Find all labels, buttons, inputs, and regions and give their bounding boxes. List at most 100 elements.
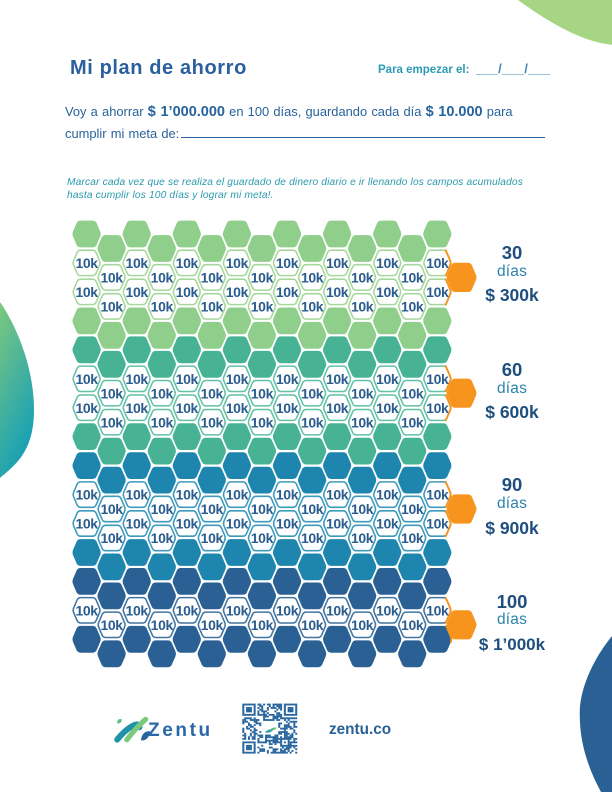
svg-text:10k: 10k [201,299,224,315]
svg-text:10k: 10k [75,516,98,532]
svg-text:10k: 10k [301,385,324,401]
svg-text:10k: 10k [251,414,274,430]
svg-text:10k: 10k [75,400,98,416]
svg-text:10k: 10k [176,371,199,387]
svg-text:10k: 10k [176,400,199,416]
svg-text:10k: 10k [276,487,299,503]
svg-text:10k: 10k [376,284,399,300]
svg-text:10k: 10k [251,299,274,315]
svg-text:10k: 10k [176,284,199,300]
svg-text:10k: 10k [376,487,399,503]
svg-text:10k: 10k [75,371,98,387]
svg-text:10k: 10k [201,617,224,633]
svg-text:10k: 10k [351,530,374,546]
svg-text:10k: 10k [251,385,274,401]
svg-text:10k: 10k [351,299,374,315]
svg-text:10k: 10k [251,270,274,286]
svg-text:10k: 10k [226,371,249,387]
svg-text:10k: 10k [426,284,449,300]
svg-text:10k: 10k [426,487,449,503]
svg-text:10k: 10k [151,501,174,517]
svg-text:10k: 10k [276,284,299,300]
svg-text:10k: 10k [226,400,249,416]
svg-text:10k: 10k [301,617,324,633]
svg-text:10k: 10k [100,530,123,546]
svg-text:10k: 10k [301,530,324,546]
svg-text:10k: 10k [276,255,299,271]
svg-text:10k: 10k [301,299,324,315]
svg-text:10k: 10k [326,255,349,271]
svg-text:10k: 10k [100,385,123,401]
svg-text:10k: 10k [326,487,349,503]
svg-text:10k: 10k [100,270,123,286]
svg-text:10k: 10k [251,530,274,546]
svg-text:10k: 10k [376,255,399,271]
svg-text:10k: 10k [100,501,123,517]
svg-text:10k: 10k [151,414,174,430]
svg-text:10k: 10k [401,299,424,315]
svg-text:10k: 10k [301,501,324,517]
svg-text:10k: 10k [376,400,399,416]
svg-text:10k: 10k [75,487,98,503]
svg-text:10k: 10k [75,284,98,300]
svg-text:10k: 10k [201,270,224,286]
svg-text:10k: 10k [326,400,349,416]
svg-text:10k: 10k [100,414,123,430]
svg-text:10k: 10k [351,385,374,401]
svg-text:10k: 10k [100,299,123,315]
svg-text:10k: 10k [376,516,399,532]
svg-text:10k: 10k [226,487,249,503]
svg-text:10k: 10k [401,530,424,546]
svg-text:10k: 10k [126,516,149,532]
svg-text:10k: 10k [401,617,424,633]
svg-text:10k: 10k [326,516,349,532]
svg-text:10k: 10k [276,371,299,387]
svg-text:10k: 10k [176,516,199,532]
svg-text:10k: 10k [151,385,174,401]
svg-text:10k: 10k [401,501,424,517]
svg-text:10k: 10k [176,487,199,503]
svg-text:10k: 10k [75,602,98,618]
svg-text:10k: 10k [251,501,274,517]
svg-text:10k: 10k [401,385,424,401]
svg-text:10k: 10k [126,284,149,300]
svg-text:10k: 10k [276,602,299,618]
svg-text:10k: 10k [100,617,123,633]
svg-text:10k: 10k [75,255,98,271]
svg-text:10k: 10k [401,414,424,430]
svg-text:10k: 10k [176,602,199,618]
svg-text:10k: 10k [226,602,249,618]
svg-text:10k: 10k [276,400,299,416]
svg-text:10k: 10k [426,516,449,532]
svg-text:10k: 10k [126,371,149,387]
svg-text:10k: 10k [151,617,174,633]
svg-text:10k: 10k [301,270,324,286]
svg-text:10k: 10k [401,270,424,286]
svg-text:10k: 10k [351,501,374,517]
svg-text:10k: 10k [126,602,149,618]
svg-text:10k: 10k [276,516,299,532]
svg-text:10k: 10k [426,400,449,416]
svg-text:10k: 10k [201,414,224,430]
svg-text:10k: 10k [326,284,349,300]
svg-text:10k: 10k [426,602,449,618]
svg-text:10k: 10k [126,255,149,271]
svg-text:10k: 10k [351,617,374,633]
svg-text:10k: 10k [251,617,274,633]
svg-text:10k: 10k [151,530,174,546]
svg-text:10k: 10k [201,530,224,546]
svg-text:10k: 10k [426,371,449,387]
svg-text:10k: 10k [426,255,449,271]
svg-text:10k: 10k [151,299,174,315]
svg-text:10k: 10k [226,284,249,300]
svg-text:10k: 10k [226,255,249,271]
svg-text:10k: 10k [351,414,374,430]
svg-text:10k: 10k [326,602,349,618]
svg-text:10k: 10k [226,516,249,532]
svg-text:10k: 10k [326,371,349,387]
svg-text:10k: 10k [201,501,224,517]
svg-text:10k: 10k [126,487,149,503]
svg-text:10k: 10k [176,255,199,271]
svg-text:10k: 10k [376,602,399,618]
svg-text:10k: 10k [376,371,399,387]
